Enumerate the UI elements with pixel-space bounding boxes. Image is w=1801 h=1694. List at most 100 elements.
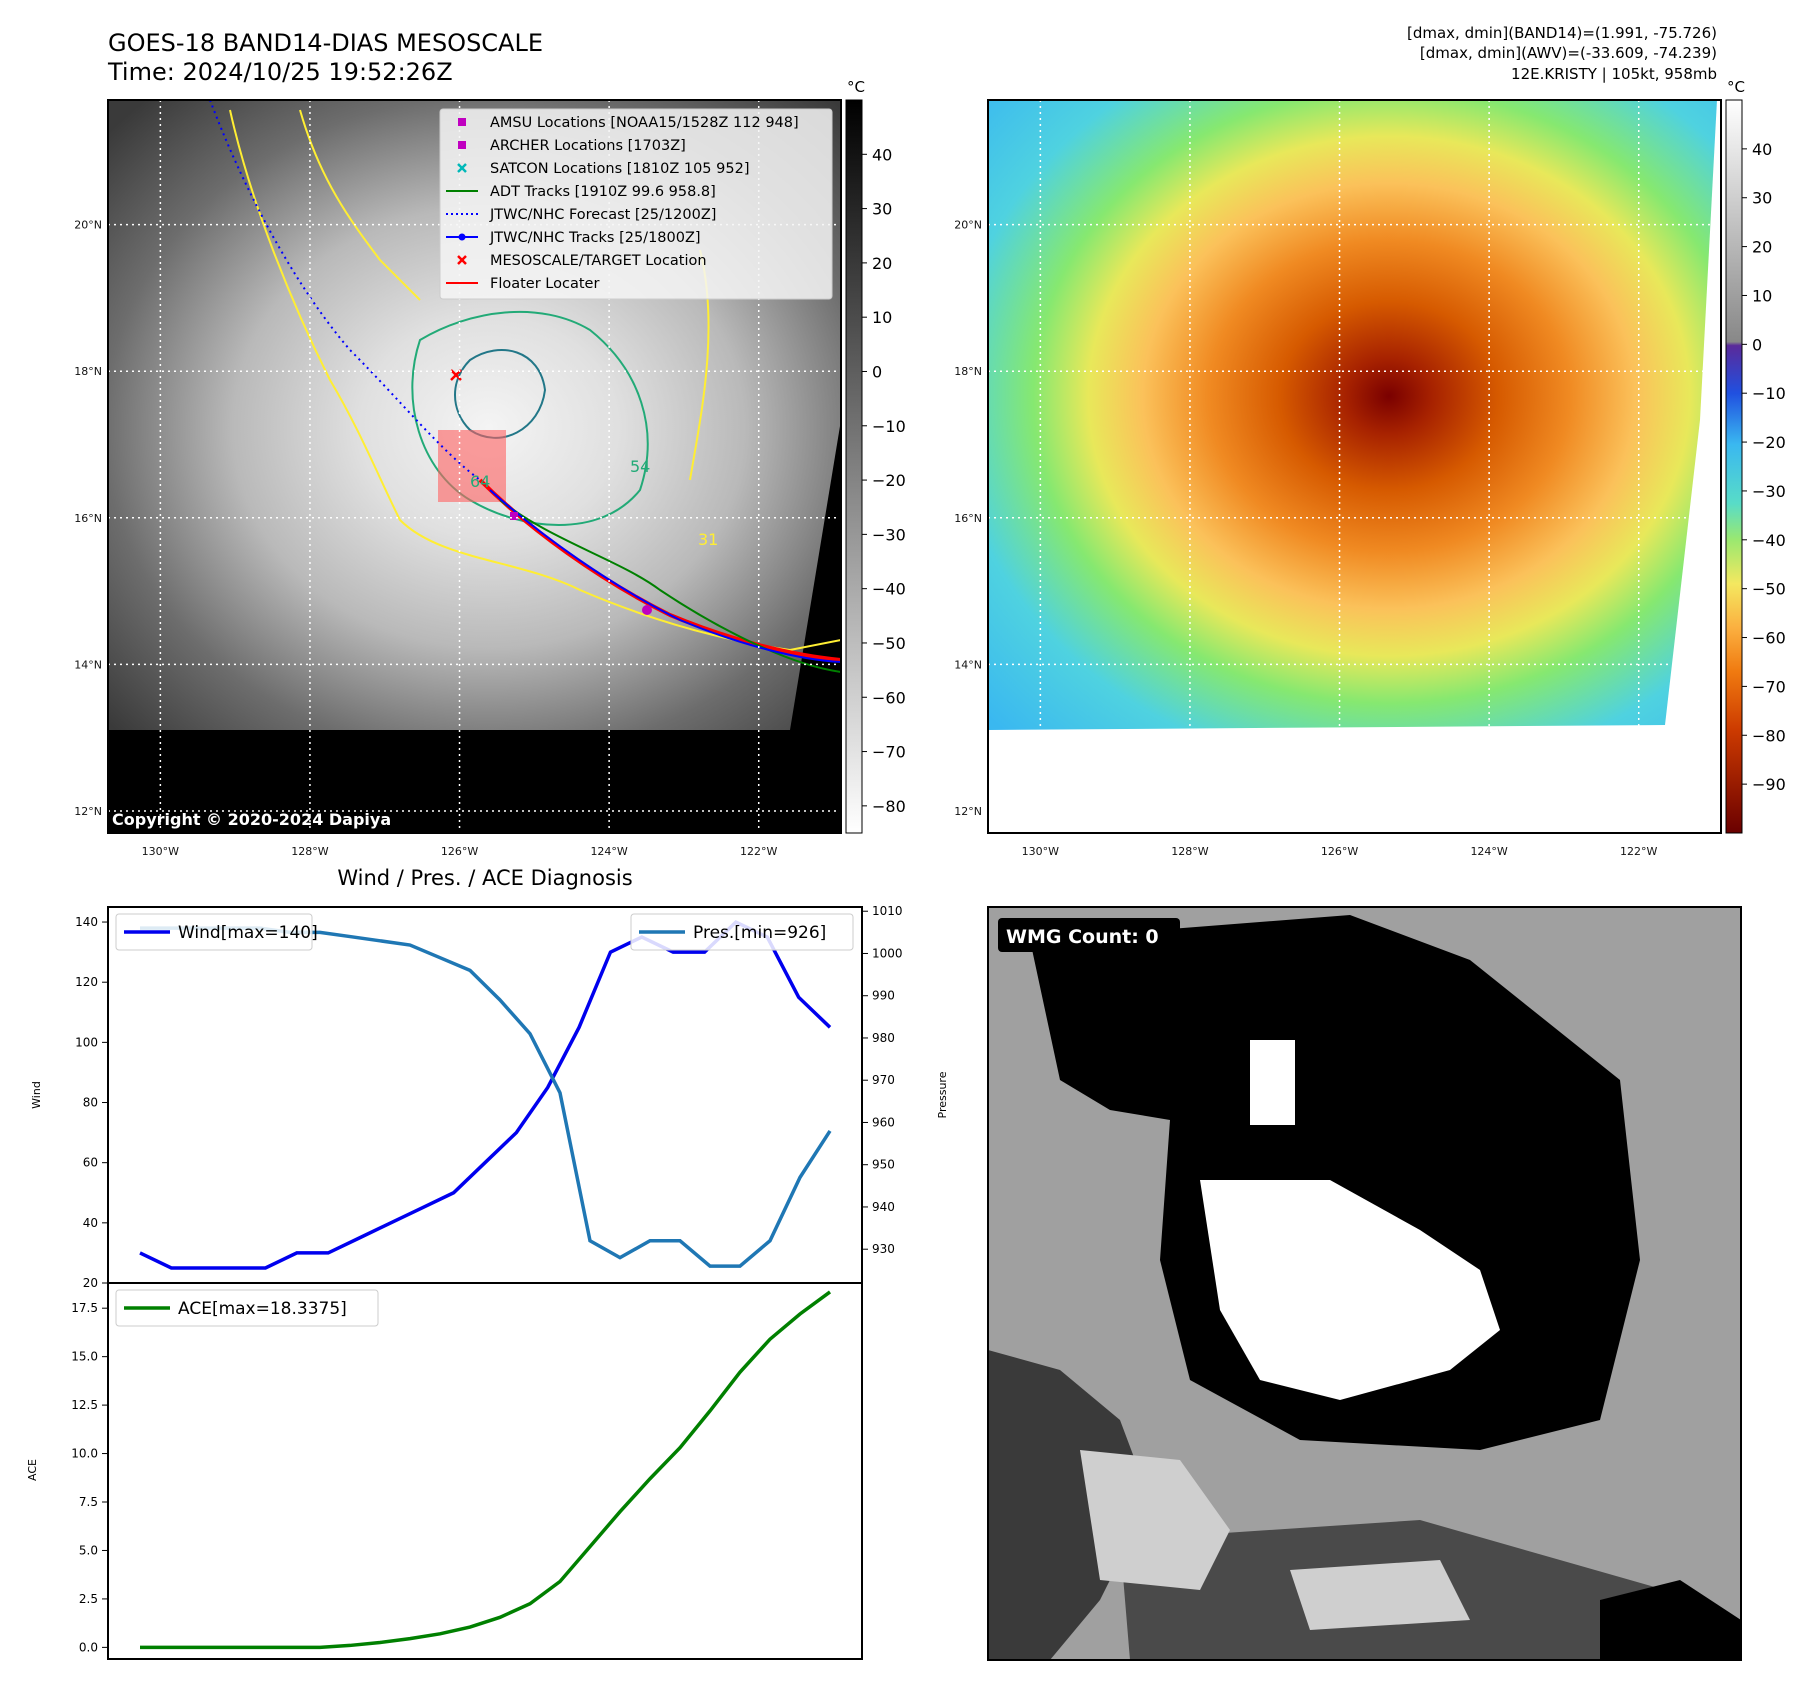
ace-axis-tick-label: 2.5 xyxy=(79,1592,98,1606)
copyright: Copyright © 2020-2024 Dapiya xyxy=(112,810,391,829)
storm-info: 12E.KRISTY | 105kt, 958mb xyxy=(1511,65,1717,83)
wind-legend: Wind[max=140] xyxy=(115,913,318,951)
wmg-light-band xyxy=(1080,1450,1470,1630)
ace-chart: 0.0 2.5 5.0 7.5 10.0 12.5 15.0 17.5 ACE ACE[max… xyxy=(26,1282,863,1660)
ace-axis-tick-label: 12.5 xyxy=(71,1398,98,1412)
wind-axis-tick-label: 60 xyxy=(83,1156,98,1170)
colorbar-tick-label: −70 xyxy=(872,743,906,762)
colorbar-tick-label: 40 xyxy=(872,145,892,164)
lon-tick-label: 122°W xyxy=(1620,845,1657,858)
ace-legend: ACE[max=18.3375] xyxy=(115,1289,379,1327)
wmg-low-left xyxy=(988,1350,1150,1660)
colorbar-tick-label: −50 xyxy=(1752,580,1786,599)
colorbar-tick-label: 40 xyxy=(1752,140,1772,159)
colorbar-tick-label: −30 xyxy=(1752,482,1786,501)
pressure-axis-label: Pressure xyxy=(936,1071,949,1118)
ace-axis-tick-label: 15.0 xyxy=(71,1350,98,1364)
legend-entry: AMSU Locations [NOAA15/1528Z 112 948] xyxy=(490,115,799,131)
wmg-black-corner xyxy=(1600,1580,1741,1660)
pressure-legend-label: Pres.[min=926] xyxy=(693,923,826,943)
lon-tick-label: 128°W xyxy=(1171,845,1208,858)
right-map-frame xyxy=(987,99,1722,834)
legend-entry: JTWC/NHC Forecast [25/1200Z] xyxy=(489,207,716,223)
wmg-eye xyxy=(1200,1180,1500,1400)
lat-tick-label: 12°N xyxy=(74,805,102,818)
legend-entry: MESOSCALE/TARGET Location xyxy=(490,253,707,269)
stats-line-1: [dmax, dmin](BAND14)=(1.991, -75.726) xyxy=(1407,24,1717,42)
wmg-warm-spot xyxy=(1250,1040,1295,1125)
lon-tick-label: 126°W xyxy=(1321,845,1358,858)
lat-tick-label: 18°N xyxy=(74,365,102,378)
legend-marker xyxy=(457,163,467,173)
title-line-1: GOES-18 BAND14-DIAS MESOSCALE xyxy=(108,29,543,57)
lon-tick-label: 126°W xyxy=(441,845,478,858)
colorbar-tick-label: −80 xyxy=(872,797,906,816)
best-track xyxy=(489,489,841,663)
colorbar-tick-label: −20 xyxy=(1752,433,1786,452)
legend-entry: JTWC/NHC Tracks [25/1800Z] xyxy=(489,230,701,246)
ir-color-map xyxy=(988,100,1721,833)
colorbar-tick-label: 20 xyxy=(872,254,892,273)
wmg-panel: WMG Count: 0 xyxy=(987,906,1742,1661)
colorbar-tick-label: −40 xyxy=(1752,531,1786,550)
left-colorbar-unit: °C xyxy=(847,78,865,96)
lon-tick-label: 128°W xyxy=(291,845,328,858)
left-map-frame xyxy=(107,99,842,834)
colorbar-tick-label: 10 xyxy=(1752,286,1772,305)
archer-marker xyxy=(510,512,518,520)
satellite-swath-color xyxy=(988,100,1717,730)
legend-marker xyxy=(458,141,466,149)
pressure-axis-tick-label: 990 xyxy=(872,989,895,1003)
diagnosis-title: Wind / Pres. / ACE Diagnosis xyxy=(337,866,632,890)
wmg-count-label: WMG Count: 0 xyxy=(1006,926,1159,948)
lon-tick-label: 124°W xyxy=(1470,845,1507,858)
colorbar-tick-label: −60 xyxy=(872,688,906,707)
colorbar-tick-label: −90 xyxy=(1752,775,1786,794)
pressure-axis-tick-label: 930 xyxy=(872,1242,895,1256)
amsu-marker xyxy=(642,605,652,615)
colorbar-tick-label: 0 xyxy=(1752,335,1762,354)
contour-label-64: 64 xyxy=(470,472,490,491)
pressure-axis-tick-label: 980 xyxy=(872,1031,895,1045)
ace-axis-tick-label: 5.0 xyxy=(79,1543,98,1557)
pressure-axis-tick-label: 940 xyxy=(872,1200,895,1214)
wind-axis-tick-label: 100 xyxy=(75,1035,98,1049)
colorbar-tick-label: 30 xyxy=(1752,189,1772,208)
right-colorbar-unit: °C xyxy=(1727,78,1745,96)
right-colorbar: °C 40 30 20 10 0 −10 −20 −30 −40 −50 −60 −70 −80 −90 xyxy=(1725,78,1786,834)
contour-label-31: 31 xyxy=(698,530,718,549)
pressure-axis-tick-label: 950 xyxy=(872,1158,895,1172)
lon-tick-label: 130°W xyxy=(142,845,179,858)
ace-series-line xyxy=(140,1290,832,1650)
stats-line-2: [dmax, dmin](AWV)=(-33.609, -74.239) xyxy=(1420,44,1717,62)
colorbar-tick-label: −40 xyxy=(872,580,906,599)
wind-axis-tick-label: 40 xyxy=(83,1216,98,1230)
pressure-axis-tick-label: 1010 xyxy=(872,904,903,918)
colorbar-tick-label: −60 xyxy=(1752,629,1786,648)
pressure-axis-tick-label: 970 xyxy=(872,1073,895,1087)
colorbar-tick-label: 0 xyxy=(872,362,882,381)
ace-axis-label: ACE xyxy=(26,1459,39,1481)
lat-tick-label: 18°N xyxy=(954,365,982,378)
ace-axis-tick-label: 7.5 xyxy=(79,1495,98,1509)
wind-axis-tick-label: 140 xyxy=(75,915,98,929)
lat-tick-label: 16°N xyxy=(954,512,982,525)
title-line-2: Time: 2024/10/25 19:52:26Z xyxy=(107,58,453,86)
lat-tick-label: 16°N xyxy=(74,512,102,525)
colorbar-tick-label: −30 xyxy=(872,525,906,544)
lat-tick-label: 14°N xyxy=(954,658,982,671)
pressure-axis-tick-label: 960 xyxy=(872,1115,895,1129)
lat-tick-label: 12°N xyxy=(954,805,982,818)
colorbar-tick-label: 10 xyxy=(872,308,892,327)
legend-entry: ADT Tracks [1910Z 99.6 958.8] xyxy=(490,184,716,200)
pressure-legend: Pres.[min=926] xyxy=(630,913,854,951)
ace-axis-tick-label: 17.5 xyxy=(71,1301,98,1315)
colorbar-tick-label: 30 xyxy=(872,200,892,219)
contour-green xyxy=(411,310,649,526)
colorbar-tick-label: −80 xyxy=(1752,726,1786,745)
wind-axis-tick-label: 120 xyxy=(75,975,98,989)
lon-tick-label: 130°W xyxy=(1022,845,1059,858)
contour-label-54: 54 xyxy=(630,457,650,476)
adt-track xyxy=(499,499,841,673)
